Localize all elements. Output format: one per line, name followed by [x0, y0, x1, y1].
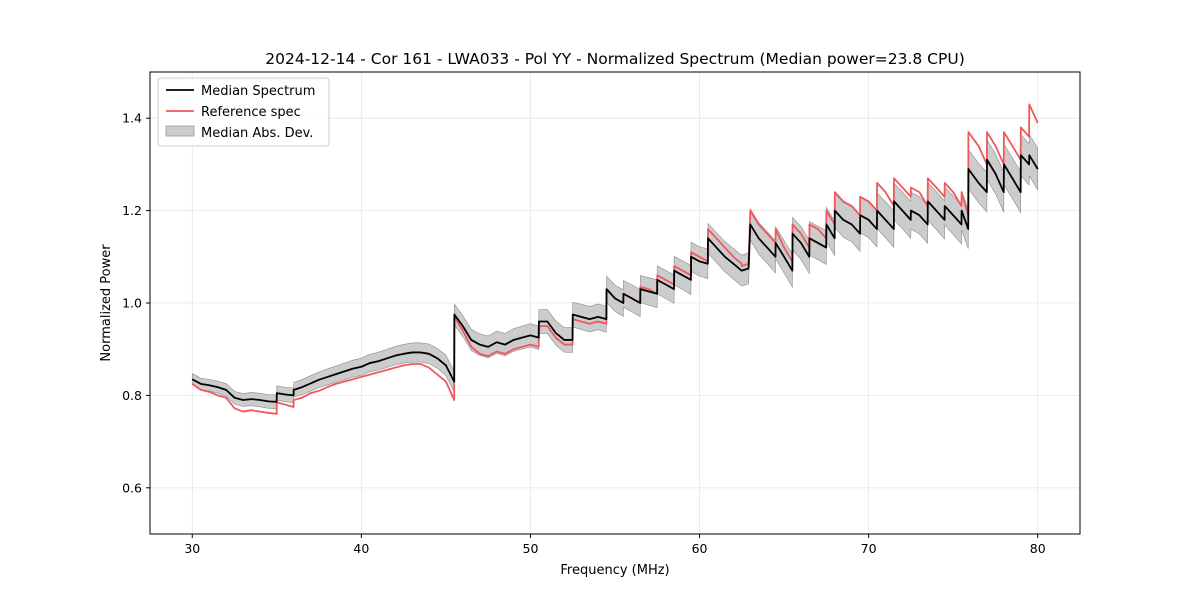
- y-axis-label: Normalized Power: [99, 244, 114, 362]
- reference-spectrum-line: [191, 103, 1039, 415]
- x-tick-label: 80: [1030, 541, 1046, 556]
- mad-band: [191, 133, 1039, 410]
- y-tick-label: 1.4: [122, 111, 142, 126]
- y-tick-label: 1.2: [122, 203, 142, 218]
- series-layer: [191, 103, 1039, 415]
- x-tick-label: 50: [523, 541, 539, 556]
- legend-mad-swatch: [165, 125, 195, 137]
- legend: Median Spectrum Reference spec Median Ab…: [157, 77, 330, 147]
- y-tick-label: 0.6: [122, 480, 142, 495]
- y-tick-label: 0.8: [122, 388, 142, 403]
- legend-reference-label: Reference spec: [201, 105, 301, 120]
- chart-title: 2024-12-14 - Cor 161 - LWA033 - Pol YY -…: [265, 50, 965, 68]
- x-tick-label: 30: [184, 541, 200, 556]
- x-axis-label: Frequency (MHz): [560, 563, 669, 578]
- legend-box: [157, 77, 330, 147]
- mad-band-layer: [191, 133, 1039, 410]
- x-tick-label: 70: [861, 541, 877, 556]
- median-spectrum-line: [191, 154, 1039, 403]
- axis-ticks: 30 40 50 60 70 80 0.6 0.8 1.0 1.2 1.4: [122, 111, 1046, 556]
- x-tick-label: 60: [692, 541, 708, 556]
- x-tick-label: 40: [353, 541, 369, 556]
- y-tick-label: 1.0: [122, 296, 142, 311]
- legend-median-label: Median Spectrum: [201, 84, 315, 99]
- legend-mad-label: Median Abs. Dev.: [201, 126, 313, 141]
